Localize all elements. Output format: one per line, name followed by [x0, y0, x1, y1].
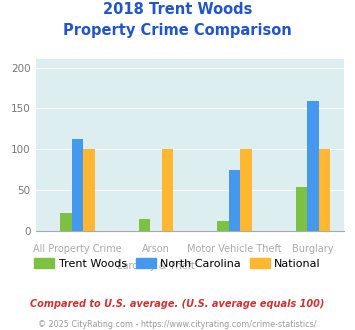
Bar	[162, 149, 173, 231]
Bar	[240, 149, 252, 231]
Text: Compared to U.S. average. (U.S. average equals 100): Compared to U.S. average. (U.S. average …	[30, 299, 325, 309]
Bar	[72, 139, 83, 231]
Legend: Trent Woods, North Carolina, National: Trent Woods, North Carolina, National	[30, 254, 325, 273]
Bar	[296, 187, 307, 231]
Text: © 2025 CityRating.com - https://www.cityrating.com/crime-statistics/: © 2025 CityRating.com - https://www.city…	[38, 320, 317, 329]
Bar	[217, 221, 229, 231]
Text: Property Crime Comparison: Property Crime Comparison	[63, 23, 292, 38]
Text: Arson: Arson	[142, 244, 170, 254]
Text: All Property Crime: All Property Crime	[33, 244, 122, 254]
Bar	[319, 149, 330, 231]
Text: 2018 Trent Woods: 2018 Trent Woods	[103, 2, 252, 16]
Bar	[307, 101, 319, 231]
Text: Motor Vehicle Theft: Motor Vehicle Theft	[187, 244, 282, 254]
Bar	[83, 149, 95, 231]
Bar	[138, 219, 150, 231]
Bar	[60, 213, 72, 231]
Bar	[229, 170, 240, 231]
Text: Larceny & Theft: Larceny & Theft	[117, 261, 195, 271]
Text: Burglary: Burglary	[292, 244, 334, 254]
